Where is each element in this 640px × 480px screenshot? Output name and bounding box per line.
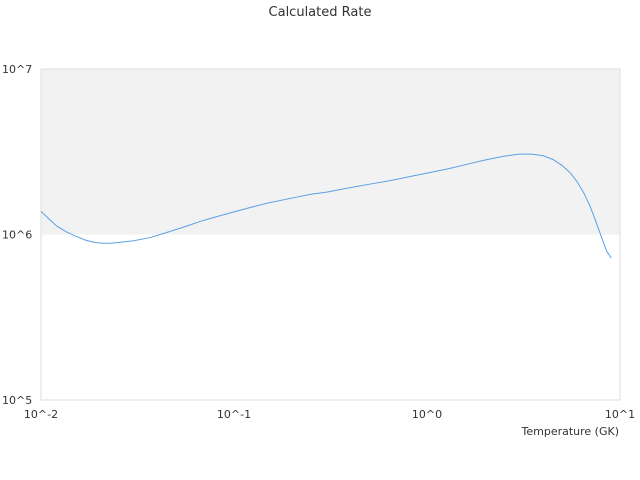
x-axis-title: Temperature (GK) bbox=[521, 425, 620, 438]
x-tick-labels: 10^-2 10^-1 10^0 10^1 bbox=[24, 408, 635, 421]
plot-band-upper-decade bbox=[41, 69, 620, 235]
x-tick-label: 10^-1 bbox=[217, 408, 251, 421]
y-tick-label: 10^6 bbox=[2, 229, 32, 242]
y-tick-labels: 10^5 10^6 10^7 bbox=[2, 63, 32, 407]
x-tick-label: 10^0 bbox=[412, 408, 442, 421]
chart-title: Calculated Rate bbox=[269, 5, 372, 20]
y-tick-label: 10^5 bbox=[2, 394, 32, 407]
x-tick-label: 10^-2 bbox=[24, 408, 58, 421]
y-tick-label: 10^7 bbox=[2, 63, 32, 76]
rate-series-line bbox=[40, 153, 612, 259]
x-tick-label: 10^1 bbox=[605, 408, 635, 421]
